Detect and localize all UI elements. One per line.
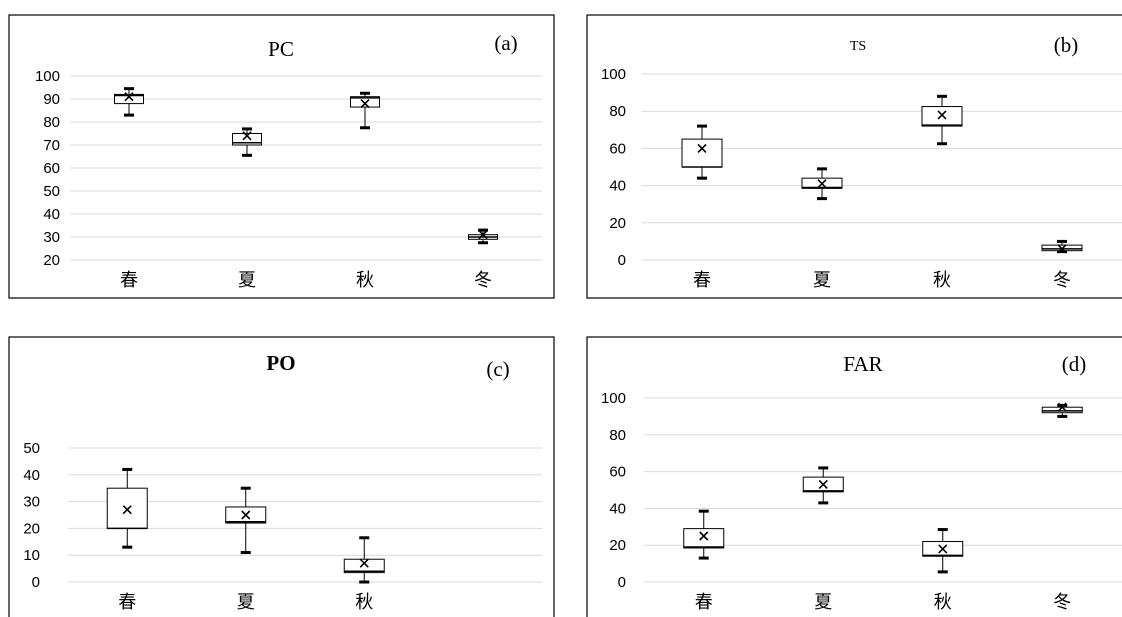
panel-label: (b) [1054, 33, 1079, 57]
box-plot-3 [343, 536, 385, 584]
panel-label: (d) [1062, 352, 1087, 376]
x-category-label: 冬 [1053, 270, 1071, 291]
y-tick-label: 40 [609, 178, 626, 195]
y-tick-label: 20 [43, 252, 60, 269]
y-tick-label: 100 [35, 68, 60, 85]
y-tick-label: 40 [23, 467, 40, 484]
mean-marker [122, 505, 132, 515]
y-tick-label: 20 [609, 215, 626, 232]
box-plot-2 [801, 167, 843, 201]
chart-title: TS [850, 39, 866, 54]
x-category-label: 春 [695, 592, 713, 613]
iqr-box [681, 138, 723, 168]
panel-label: (a) [494, 31, 517, 55]
y-tick-label: 30 [23, 494, 40, 511]
iqr-box [921, 106, 963, 127]
chart-frame [586, 14, 1122, 299]
x-category-label: 夏 [238, 270, 256, 291]
y-tick-label: 20 [23, 520, 40, 537]
box-plot-2 [802, 466, 844, 505]
y-tick-label: 0 [618, 252, 626, 269]
mean-marker [1057, 244, 1067, 254]
y-tick-label: 80 [609, 427, 626, 444]
chart-panel-po: PO (c) 0 10 20 30 40 50 春 夏 秋 [8, 336, 555, 617]
x-category-label: 秋 [933, 270, 951, 291]
mean-marker [818, 479, 828, 490]
y-tick-label: 70 [43, 137, 60, 154]
x-category-label: 夏 [237, 592, 255, 613]
chart-frame [8, 14, 555, 299]
box-plot-4 [1041, 402, 1083, 418]
x-category-label: 秋 [356, 270, 374, 291]
mean-marker [817, 179, 827, 189]
mean-marker [360, 99, 370, 109]
y-tick-label: 0 [32, 574, 40, 591]
chart-title: PO [266, 351, 295, 375]
y-tick-label: 60 [43, 160, 60, 177]
y-tick-label: 100 [601, 66, 626, 83]
y-tick-label: 80 [609, 103, 626, 120]
box-plot-3 [350, 91, 380, 130]
chart-frame [586, 336, 1122, 617]
y-tick-label: 60 [609, 140, 626, 157]
mean-marker [937, 110, 947, 120]
mean-marker [359, 558, 369, 568]
box-plot-2 [225, 486, 267, 555]
iqr-box [350, 96, 380, 108]
y-tick-label: 40 [609, 500, 626, 517]
box-plot-4 [468, 228, 498, 245]
iqr-box [683, 528, 725, 549]
y-tick-label: 20 [609, 537, 626, 554]
chart-frame [8, 336, 555, 617]
chart-title: PC [268, 37, 294, 61]
x-category-label: 春 [120, 270, 138, 291]
y-tick-label: 40 [43, 206, 60, 223]
y-tick-label: 100 [601, 390, 626, 407]
iqr-box [106, 487, 148, 529]
y-tick-label: 80 [43, 114, 60, 131]
iqr-box [114, 93, 144, 105]
box-plot-3 [922, 528, 964, 574]
mean-marker [699, 531, 709, 541]
box-plot-3 [921, 94, 963, 146]
x-category-label: 冬 [474, 270, 492, 291]
chart-panel-far: FAR (d) 0 20 40 60 80 100 春 夏 秋 冬 [586, 336, 1122, 617]
mean-marker [478, 230, 488, 240]
x-category-label: 春 [693, 270, 711, 291]
chart-panel-pc: PC (a) 20 30 40 50 60 70 80 90 100 春 夏 秋 冬 [8, 14, 555, 299]
mean-marker [124, 92, 134, 102]
x-category-label: 夏 [813, 270, 831, 291]
x-category-label: 秋 [934, 592, 952, 613]
y-tick-label: 0 [618, 574, 626, 591]
y-tick-label: 30 [43, 229, 60, 246]
mean-marker [241, 510, 251, 520]
box-plot-1 [114, 87, 144, 117]
chart-panel-ts: TS (b) 0 20 40 60 80 100 春 夏 秋 冬 [586, 14, 1122, 299]
mean-marker [242, 131, 252, 141]
y-tick-label: 90 [43, 91, 60, 108]
x-category-label: 夏 [814, 592, 832, 613]
box-plot-2 [232, 127, 262, 157]
box-plot-1 [106, 467, 148, 549]
box-plot-4 [1041, 239, 1083, 254]
y-tick-label: 50 [23, 440, 40, 457]
y-tick-label: 10 [23, 547, 40, 564]
iqr-box [232, 133, 262, 146]
box-plot-1 [683, 509, 725, 560]
panel-label: (c) [486, 357, 509, 381]
x-category-label: 秋 [355, 592, 373, 613]
y-tick-label: 50 [43, 183, 60, 200]
mean-marker [697, 143, 707, 153]
y-tick-label: 60 [609, 464, 626, 481]
mean-marker [938, 544, 948, 554]
box-plot-1 [681, 124, 723, 180]
iqr-box [343, 558, 385, 574]
mean-marker [1057, 402, 1067, 412]
chart-title: FAR [843, 352, 882, 376]
x-category-label: 春 [118, 592, 136, 613]
x-category-label: 冬 [1053, 592, 1071, 613]
